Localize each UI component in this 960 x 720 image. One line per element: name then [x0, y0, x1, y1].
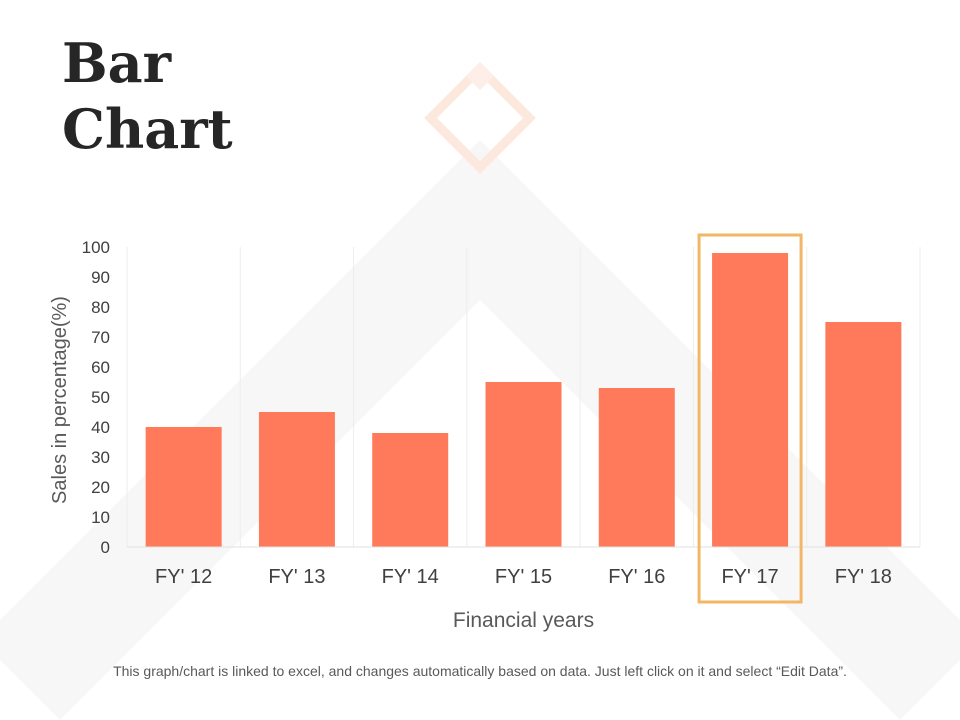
x-tick-label: FY' 18: [835, 566, 892, 588]
y-tick-label: 20: [91, 478, 110, 497]
y-tick-label: 40: [91, 418, 110, 437]
bar[interactable]: [598, 388, 675, 547]
y-tick-label: 80: [91, 298, 110, 317]
y-tick-label: 90: [91, 268, 110, 287]
x-tick-label: FY' 12: [155, 566, 212, 588]
y-tick-label: 70: [91, 328, 110, 347]
x-tick-label: FY' 13: [268, 566, 325, 588]
y-tick-label: 60: [91, 358, 110, 377]
y-tick-label: 50: [91, 388, 110, 407]
x-tick-label: FY' 15: [495, 566, 552, 588]
title-line-1: Bar: [62, 31, 172, 95]
bar[interactable]: [258, 412, 335, 547]
y-tick-label: 10: [91, 508, 110, 527]
x-axis-ticks: FY' 12 FY' 13 FY' 14 FY' 15 FY' 16 FY' 17 FY' …: [155, 566, 892, 588]
chart-footnote: This graph/chart is linked to excel, and…: [113, 663, 847, 679]
x-tick-label: FY' 17: [721, 566, 778, 588]
gridlines: [126, 247, 921, 547]
y-axis-ticks: 0 10 20 30 40 50 60 70 80 90 100: [82, 238, 110, 557]
title-line-2: Chart: [62, 97, 233, 161]
bar[interactable]: [485, 382, 562, 547]
bar[interactable]: [145, 427, 222, 547]
bar[interactable]: [372, 433, 449, 547]
bar[interactable]: [825, 322, 902, 547]
bar[interactable]: [712, 253, 789, 547]
y-tick-label: 30: [91, 448, 110, 467]
y-tick-label: 0: [101, 538, 110, 557]
x-tick-label: FY' 14: [382, 566, 439, 588]
y-tick-label: 100: [82, 238, 110, 257]
page-title: Bar Chart: [62, 30, 362, 162]
y-axis-title: Sales in percentage(%): [49, 296, 71, 504]
highlight-frame: [697, 233, 803, 604]
x-axis-title: Financial years: [453, 609, 594, 632]
bars: [145, 253, 902, 547]
x-tick-label: FY' 16: [608, 566, 665, 588]
